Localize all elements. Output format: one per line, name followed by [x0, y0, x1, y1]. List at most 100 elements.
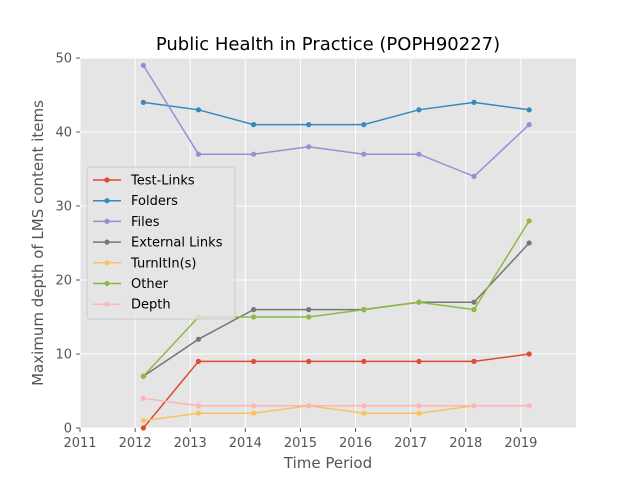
data-point-turnitin-s: [251, 410, 257, 416]
data-point-files: [416, 151, 422, 157]
data-point-test-links: [416, 358, 422, 364]
legend-swatch-marker: [104, 260, 110, 266]
data-point-external-links: [306, 307, 312, 313]
data-point-files: [306, 144, 312, 150]
legend-box: [86, 166, 236, 320]
x-tick-label: 2017: [394, 436, 427, 451]
data-point-depth: [140, 395, 146, 401]
data-point-external-links: [251, 307, 257, 313]
series-line-depth: [143, 397, 530, 407]
data-point-files: [526, 122, 532, 128]
data-point-other: [526, 218, 532, 224]
y-tick-label: 10: [55, 348, 72, 363]
data-point-test-links: [361, 358, 367, 364]
legend-swatch-marker: [104, 177, 110, 183]
y-tick-label: 30: [55, 200, 72, 215]
series-files: [140, 62, 532, 179]
legend-item: Depth: [93, 298, 171, 313]
legend-label: TurnItIn(s): [130, 256, 196, 271]
data-point-external-links: [195, 336, 202, 342]
data-point-depth: [361, 403, 367, 409]
legend-swatch-marker: [104, 198, 110, 204]
data-point-depth: [195, 403, 202, 409]
x-axis-ticks: 2011 2012 2013 2014 2015 2016 2017 2018 2019: [63, 428, 537, 451]
data-point-folders: [416, 107, 422, 113]
legend-item: Other: [93, 277, 169, 292]
data-point-external-links: [471, 299, 477, 305]
legend-label: External Links: [131, 236, 223, 251]
data-point-test-links: [251, 358, 257, 364]
series-line-external-links: [142, 242, 530, 377]
legend-label: Other: [131, 277, 169, 292]
data-point-test-links: [471, 358, 477, 364]
data-point-folders: [306, 122, 312, 128]
data-point-folders: [526, 107, 532, 113]
series-line-turnitin-s: [143, 405, 530, 422]
data-point-files: [361, 151, 367, 157]
series-line-test-links: [142, 353, 530, 429]
data-point-files: [251, 151, 257, 157]
series-folders: [140, 99, 532, 128]
x-tick-label: 2018: [449, 436, 482, 451]
data-point-files: [471, 173, 477, 179]
data-point-other: [416, 299, 422, 305]
series-line-files: [142, 65, 530, 178]
y-tick-label: 0: [64, 422, 72, 437]
y-tick-label: 20: [55, 274, 72, 289]
data-point-test-links: [140, 425, 146, 431]
x-tick-label: 2015: [284, 436, 317, 451]
data-point-external-links: [526, 240, 532, 246]
series-test-links: [140, 351, 532, 431]
legend-item: Test-Links: [93, 174, 195, 189]
x-tick-label: 2014: [229, 436, 262, 451]
x-tick-label: 2011: [63, 436, 96, 451]
data-point-other: [361, 307, 367, 313]
legend-label: Files: [131, 215, 160, 230]
data-point-turnitin-s: [416, 410, 422, 416]
data-point-depth: [526, 403, 532, 409]
legend-label: Folders: [131, 194, 178, 209]
legend-swatch-marker: [104, 301, 110, 307]
data-point-test-links: [526, 351, 532, 357]
data-point-test-links: [195, 358, 202, 364]
data-point-depth: [471, 403, 477, 409]
grid-lines: [79, 57, 576, 429]
x-tick-label: 2012: [119, 436, 152, 451]
x-axis-label: Time Period: [283, 454, 372, 472]
data-point-depth: [306, 403, 312, 409]
x-tick-label: 2019: [504, 436, 537, 451]
data-point-turnitin-s: [140, 418, 146, 424]
series-line-folders: [143, 101, 530, 126]
y-axis-ticks: 0 10 20 30 40 50: [55, 52, 80, 437]
legend-swatch-marker: [104, 280, 110, 287]
data-point-folders: [140, 99, 146, 105]
x-tick-label: 2016: [339, 436, 372, 451]
data-point-depth: [251, 403, 257, 409]
data-point-other: [140, 373, 146, 379]
data-point-folders: [361, 122, 367, 128]
data-point-folders: [471, 99, 477, 105]
data-point-other: [306, 314, 312, 320]
y-axis-label: Maximum depth of LMS content items: [29, 100, 47, 386]
x-tick-label: 2013: [174, 436, 207, 451]
data-point-folders: [195, 107, 202, 113]
data-point-turnitin-s: [195, 410, 202, 416]
series-layer: [140, 62, 532, 431]
legend-item: External Links: [93, 236, 223, 251]
y-tick-label: 40: [55, 126, 72, 141]
legend-label: Depth: [131, 298, 171, 313]
data-point-files: [140, 62, 146, 68]
legend-item: Files: [93, 215, 160, 230]
chart-title: Public Health in Practice (POPH90227): [156, 34, 500, 55]
legend-label: Test-Links: [130, 174, 195, 189]
data-point-folders: [251, 122, 257, 128]
data-point-other: [471, 307, 477, 313]
data-point-files: [195, 151, 202, 157]
legend-swatch-marker: [104, 239, 110, 245]
data-point-test-links: [306, 358, 312, 364]
y-tick-label: 50: [55, 52, 72, 67]
data-point-depth: [416, 403, 422, 409]
data-point-turnitin-s: [361, 410, 367, 416]
legend-swatch-marker: [104, 218, 110, 224]
